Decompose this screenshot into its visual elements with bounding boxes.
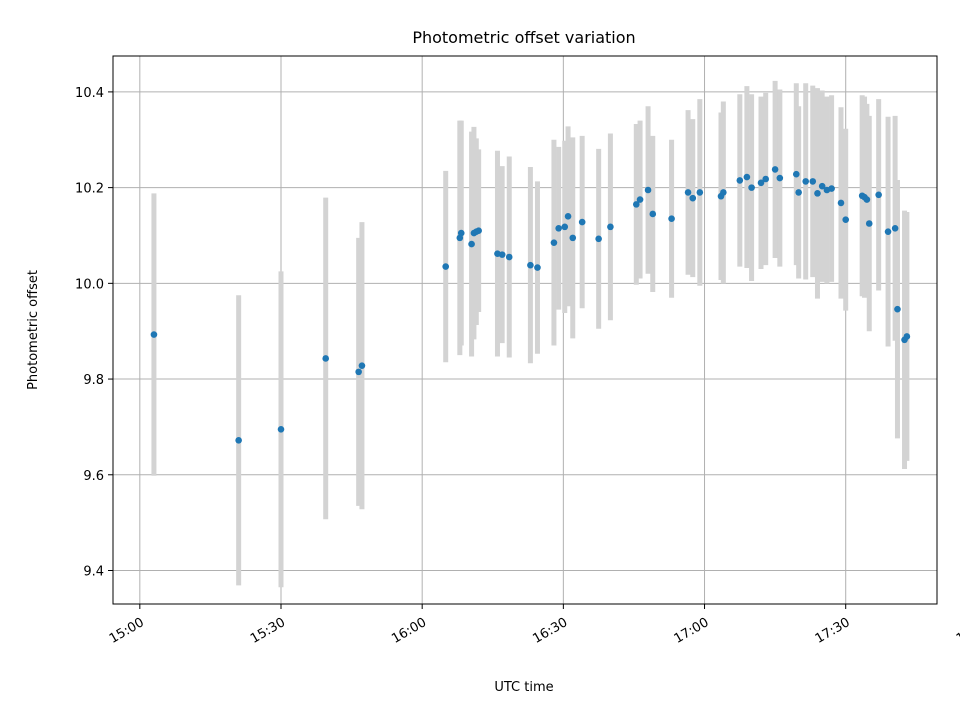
data-point xyxy=(757,179,765,187)
data-point xyxy=(561,223,569,231)
data-point xyxy=(475,227,482,234)
data-point xyxy=(569,234,577,242)
data-point xyxy=(555,224,562,232)
x-axis-ticks: 15:00 15:30 16:00 16:30 17:00 17:30 18:00 xyxy=(107,604,960,647)
y-tick-label: 10.0 xyxy=(75,277,104,292)
data-points xyxy=(150,166,911,444)
data-point xyxy=(837,199,845,207)
data-point xyxy=(668,215,675,223)
data-point xyxy=(607,223,614,231)
y-tick-label: 9.6 xyxy=(83,469,104,484)
x-tick-label: 18:00 xyxy=(954,615,960,647)
x-tick-label: 15:30 xyxy=(248,615,288,647)
data-point xyxy=(842,216,850,223)
data-point xyxy=(468,240,475,248)
data-point xyxy=(457,229,465,237)
data-point xyxy=(818,182,826,190)
data-point xyxy=(776,174,784,182)
data-point xyxy=(875,191,882,199)
data-point xyxy=(696,189,704,196)
chart-title: Photometric offset variation xyxy=(412,28,635,47)
data-point xyxy=(802,178,810,185)
y-tick-label: 9.8 xyxy=(83,373,104,388)
data-point xyxy=(894,305,901,313)
data-point xyxy=(527,261,534,269)
data-point xyxy=(762,175,770,183)
data-point xyxy=(743,173,751,181)
data-point xyxy=(828,185,835,192)
x-tick-label: 16:00 xyxy=(389,615,429,647)
y-tick-label: 9.4 xyxy=(83,564,104,579)
y-tick-label: 10.2 xyxy=(75,182,104,197)
data-point xyxy=(550,239,558,246)
data-point xyxy=(863,196,871,203)
data-point xyxy=(865,220,873,227)
data-point xyxy=(736,177,744,184)
data-point xyxy=(771,166,779,173)
data-point xyxy=(649,210,657,218)
data-point xyxy=(498,251,506,258)
data-point xyxy=(564,213,572,220)
data-point xyxy=(358,362,366,369)
data-point xyxy=(277,426,285,433)
data-point xyxy=(235,437,242,444)
data-point xyxy=(322,355,330,362)
data-point xyxy=(891,224,899,232)
error-bars xyxy=(151,80,910,588)
data-point xyxy=(505,253,513,261)
data-point xyxy=(684,189,692,196)
x-axis-label: UTC time xyxy=(494,680,553,695)
data-point xyxy=(795,189,802,196)
x-tick-label: 17:30 xyxy=(813,615,853,647)
data-point xyxy=(884,228,892,235)
data-point xyxy=(792,170,800,178)
data-point xyxy=(534,264,541,271)
data-point xyxy=(355,368,362,376)
data-point xyxy=(595,235,602,243)
data-point xyxy=(578,218,586,226)
plot-frame xyxy=(112,55,938,605)
y-axis-label: Photometric offset xyxy=(26,270,41,390)
y-tick-label: 10.4 xyxy=(75,86,104,101)
y-axis-ticks: 9.4 9.6 9.8 10.0 10.2 10.4 xyxy=(75,86,113,579)
data-point xyxy=(632,201,640,208)
data-point xyxy=(689,194,697,202)
data-point xyxy=(814,190,821,197)
data-point xyxy=(903,333,911,340)
x-tick-label: 16:30 xyxy=(530,615,570,647)
x-tick-label: 17:00 xyxy=(672,615,712,647)
data-point xyxy=(809,178,817,185)
data-point xyxy=(442,263,450,270)
data-point xyxy=(636,196,644,203)
data-point xyxy=(748,184,755,191)
data-point xyxy=(720,189,727,196)
x-tick-label: 15:00 xyxy=(107,615,147,647)
data-point xyxy=(150,331,158,338)
data-point xyxy=(644,186,652,194)
